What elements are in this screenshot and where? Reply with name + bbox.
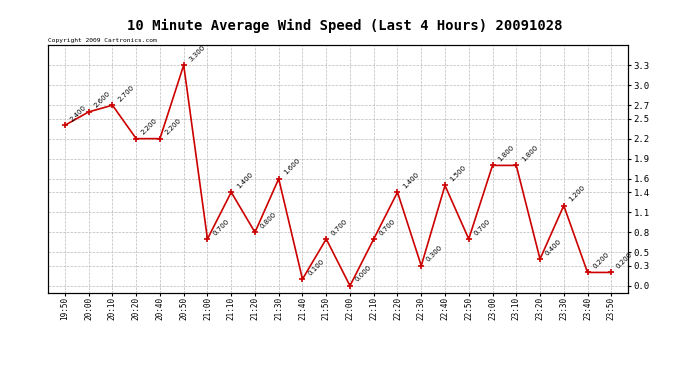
Text: 1.200: 1.200 xyxy=(568,184,586,203)
Text: 0.100: 0.100 xyxy=(306,258,325,276)
Text: 1.600: 1.600 xyxy=(283,158,302,176)
Text: 0.700: 0.700 xyxy=(212,217,230,236)
Text: Copyright 2009 Cartronics.com: Copyright 2009 Cartronics.com xyxy=(48,38,157,42)
Text: 0.200: 0.200 xyxy=(615,251,634,270)
Text: 2.400: 2.400 xyxy=(69,104,88,123)
Text: 2.700: 2.700 xyxy=(117,84,135,102)
Text: 1.800: 1.800 xyxy=(497,144,515,163)
Text: 2.200: 2.200 xyxy=(164,117,182,136)
Text: 0.300: 0.300 xyxy=(426,244,444,263)
Text: 0.700: 0.700 xyxy=(331,217,349,236)
Text: 0.800: 0.800 xyxy=(259,211,277,230)
Text: 1.400: 1.400 xyxy=(402,171,420,189)
Text: 0.700: 0.700 xyxy=(473,217,491,236)
Text: 1.800: 1.800 xyxy=(520,144,539,163)
Text: 0.000: 0.000 xyxy=(354,264,373,283)
Text: 10 Minute Average Wind Speed (Last 4 Hours) 20091028: 10 Minute Average Wind Speed (Last 4 Hou… xyxy=(127,19,563,33)
Text: 0.200: 0.200 xyxy=(592,251,610,270)
Text: 2.200: 2.200 xyxy=(140,117,159,136)
Text: 0.700: 0.700 xyxy=(378,217,397,236)
Text: 0.400: 0.400 xyxy=(544,238,562,256)
Text: 1.400: 1.400 xyxy=(235,171,254,189)
Text: 1.500: 1.500 xyxy=(449,164,468,183)
Text: 2.600: 2.600 xyxy=(93,91,111,109)
Text: 3.300: 3.300 xyxy=(188,44,206,62)
